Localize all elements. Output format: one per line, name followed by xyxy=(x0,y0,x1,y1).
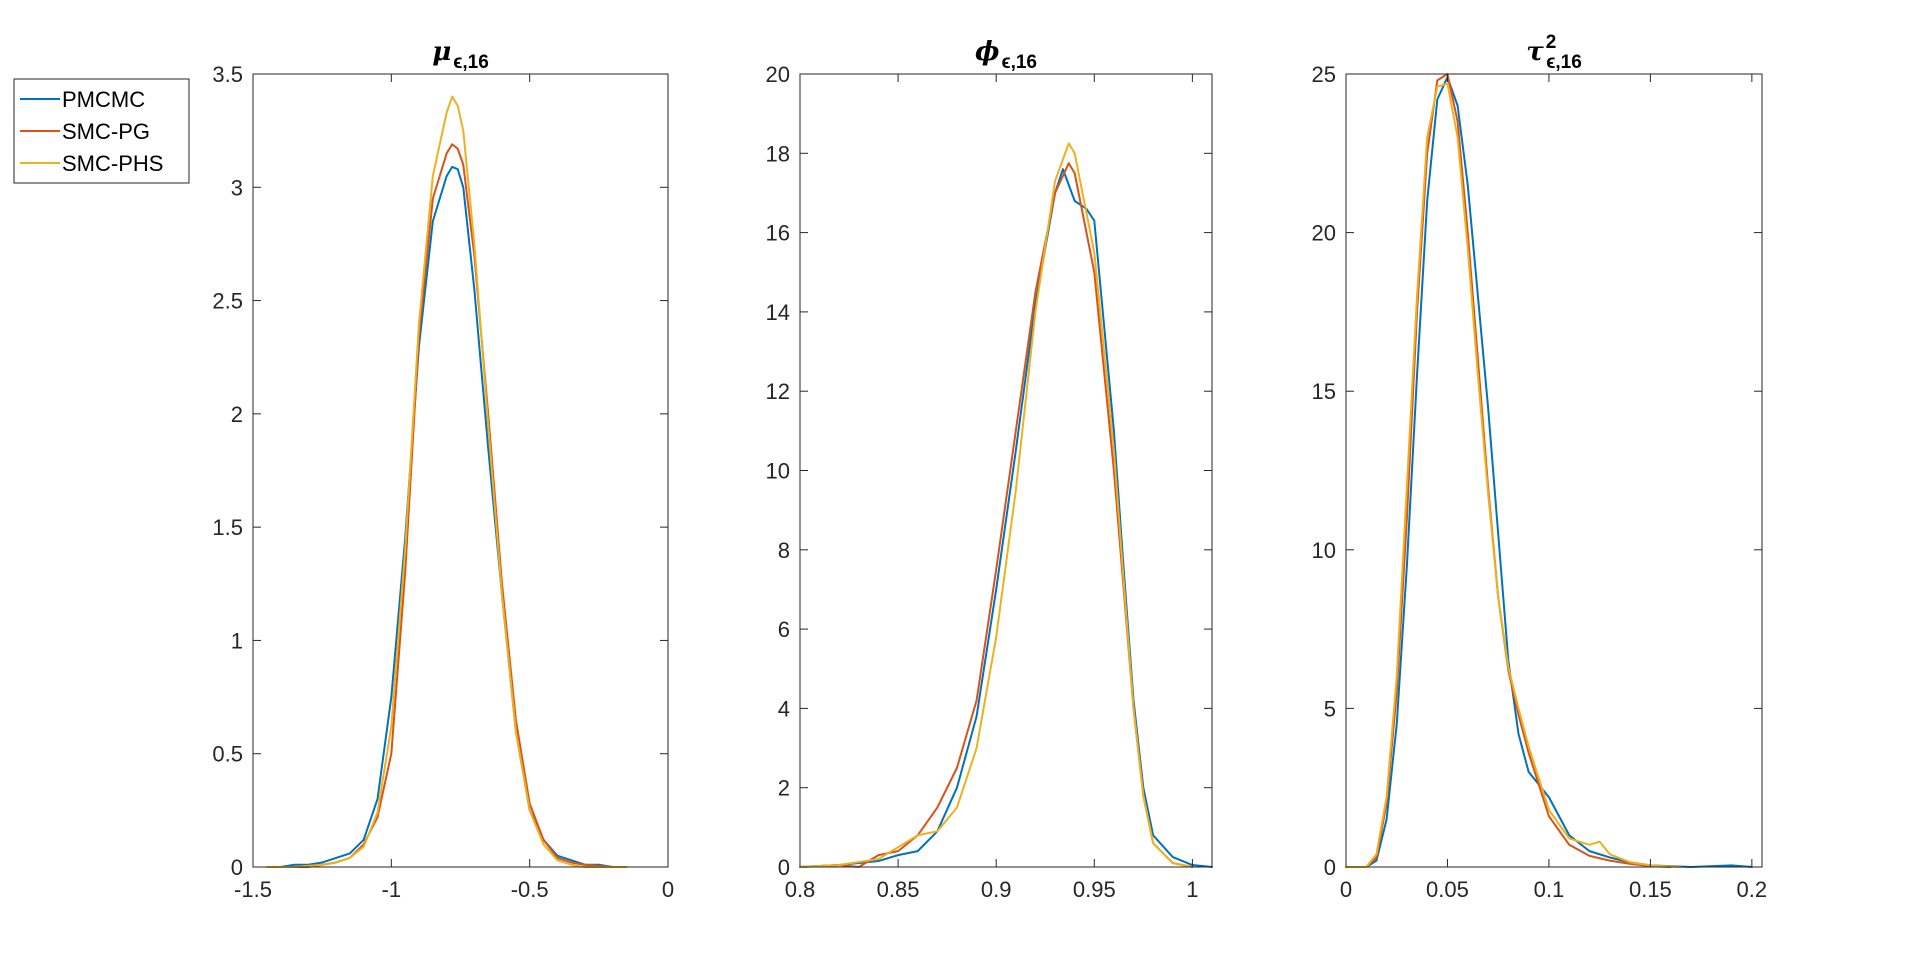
x-tick-label: 0.9 xyxy=(981,877,1012,902)
y-tick-label: 3 xyxy=(231,175,243,200)
legend-label-smc-pg: SMC-PG xyxy=(62,119,150,144)
y-tick-label: 14 xyxy=(766,300,790,325)
x-tick-label: -1 xyxy=(382,877,402,902)
subplot-title: τ 2 ϵ,16 xyxy=(1526,32,1582,73)
y-tick-label: 16 xyxy=(766,221,790,246)
y-tick-label: 6 xyxy=(778,617,790,642)
y-tick-label: 2 xyxy=(231,402,243,427)
x-tick-label: -1.5 xyxy=(234,877,272,902)
subplot-1: -1.5 -1 -0.5 0 0 0.5 1 1.5 2 2.5 3 3.5 μ ϵ,16 xyxy=(212,37,674,902)
y-tick-label: 0.5 xyxy=(212,742,243,767)
axes-box-3 xyxy=(1345,73,1763,868)
y-tick-label: 0 xyxy=(1324,855,1336,880)
subplot-3: 0 0.05 0.1 0.15 0.2 0 5 10 15 20 25 τ 2 ϵ,16 xyxy=(1312,32,1768,902)
legend-label-smc-phs: SMC-PHS xyxy=(62,151,163,176)
y-tick-label: 2 xyxy=(778,776,790,801)
y-tick-label: 15 xyxy=(1312,379,1336,404)
x-tick-label: 0.85 xyxy=(877,877,920,902)
x-tick-label: 0 xyxy=(662,877,674,902)
x-tick-label: 0.1 xyxy=(1534,877,1565,902)
title-symbol: μ xyxy=(432,37,451,67)
x-tick-label: 0.95 xyxy=(1073,877,1116,902)
y-tick-label: 12 xyxy=(766,379,790,404)
y-tick-label: 25 xyxy=(1312,62,1336,87)
x-tick-label: 0.2 xyxy=(1737,877,1768,902)
x-tick-label: 0 xyxy=(1340,877,1352,902)
y-tick-label: 10 xyxy=(766,459,790,484)
title-subscript: ϵ,16 xyxy=(1546,52,1582,73)
title-symbol: ϕ xyxy=(975,37,999,67)
x-tick-label: -0.5 xyxy=(511,877,549,902)
series-pmcmc-line xyxy=(1345,76,1753,868)
subplot-title: μ ϵ,16 xyxy=(432,37,489,73)
y-tick-label: 20 xyxy=(1312,221,1336,246)
y-tick-label: 1.5 xyxy=(212,515,243,540)
y-tick-label: 8 xyxy=(778,538,790,563)
y-tick-label: 0 xyxy=(231,855,243,880)
x-tick-label: 0.05 xyxy=(1426,877,1469,902)
x-tick-label: 0.15 xyxy=(1629,877,1672,902)
title-subscript: ϵ,16 xyxy=(1001,52,1037,73)
y-tick-label: 2.5 xyxy=(212,289,243,314)
y-tick-label: 3.5 xyxy=(212,62,243,87)
title-subscript: ϵ,16 xyxy=(453,52,489,73)
subplot-title: ϕ ϵ,16 xyxy=(975,37,1037,73)
legend-label-pmcmc: PMCMC xyxy=(62,87,145,112)
y-tick-label: 5 xyxy=(1324,696,1336,721)
title-superscript: 2 xyxy=(1546,32,1557,53)
title-symbol: τ xyxy=(1526,37,1544,67)
x-tick-label: 1 xyxy=(1186,877,1198,902)
series-smc-phs-line xyxy=(265,95,628,868)
y-tick-label: 4 xyxy=(778,696,790,721)
x-tick-label: 0.8 xyxy=(785,877,816,902)
legend: PMCMC SMC-PG SMC-PHS xyxy=(13,78,190,184)
axes-box-1 xyxy=(252,73,669,868)
plots: -1.5 -1 -0.5 000.511.522.533.5μ ϵ,160.8 0.85 0… xyxy=(212,32,1767,902)
y-tick-label: 0 xyxy=(778,855,790,880)
series-smc-phs-line xyxy=(799,142,1194,868)
y-tick-label: 20 xyxy=(766,62,790,87)
y-tick-label: 1 xyxy=(231,628,243,653)
y-tick-label: 18 xyxy=(766,141,790,166)
y-tick-label: 10 xyxy=(1312,538,1336,563)
series-smc-phs-line xyxy=(1345,82,1682,868)
